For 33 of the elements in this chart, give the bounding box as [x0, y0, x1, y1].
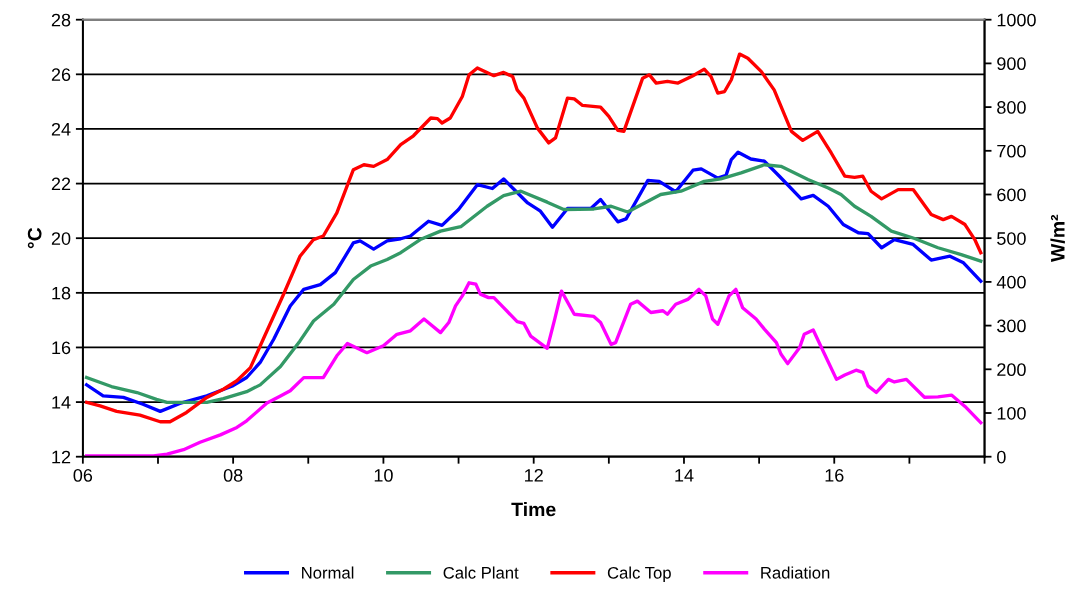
y2-tick-label: 300: [997, 319, 1026, 333]
legend-label: Normal: [302, 566, 354, 579]
y-tick-label: 24: [51, 122, 71, 136]
y-tick-label: 22: [51, 177, 71, 191]
y-axis-title: °C: [27, 227, 42, 249]
y2-tick-label: 900: [997, 57, 1026, 71]
x-tick-label: 06: [73, 468, 93, 482]
x-tick-label: 14: [675, 469, 694, 482]
y2-tick-label: 500: [997, 232, 1026, 245]
y-tick-label: 12: [52, 450, 71, 464]
x-tick-label: 16: [825, 468, 844, 482]
y-tick-label: 16: [52, 341, 71, 355]
y2-tick-label: 0: [997, 450, 1006, 464]
y2-tick-label: 200: [997, 363, 1026, 377]
legend-label: Calc Top: [607, 566, 671, 582]
y2-tick-label: 100: [997, 406, 1026, 420]
y-tick-label: 18: [52, 286, 71, 300]
x-tick-label: 10: [374, 468, 393, 482]
y2-tick-label: 700: [997, 144, 1026, 158]
y-tick-label: 20: [51, 232, 71, 245]
y-tick-label: 28: [51, 13, 71, 27]
legend-label: Radiation: [761, 566, 830, 579]
x-tick-label: 08: [223, 468, 243, 482]
y2-tick-label: 800: [997, 101, 1026, 114]
x-axis-title: Time: [511, 502, 556, 517]
y2-tick-label: 400: [996, 275, 1026, 289]
y-tick-label: 14: [52, 396, 71, 409]
y2-axis-title: W/m²: [1050, 214, 1065, 262]
x-tick-label: 12: [525, 468, 543, 482]
legend-label: Calc Plant: [443, 566, 519, 579]
y-tick-label: 26: [51, 68, 71, 82]
y2-tick-label: 1000: [997, 13, 1036, 27]
y2-tick-label: 600: [997, 188, 1026, 202]
